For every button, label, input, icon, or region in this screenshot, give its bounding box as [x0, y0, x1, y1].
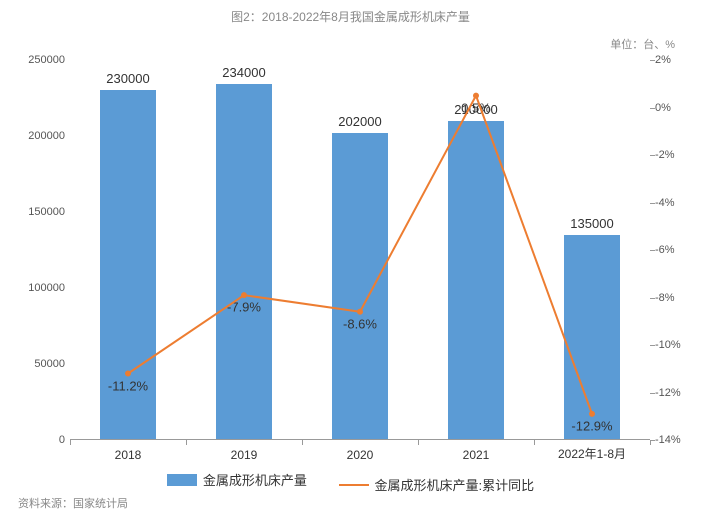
- x-category-label: 2018: [115, 448, 142, 462]
- source-note: 资料来源：国家统计局: [18, 495, 128, 511]
- line-series: [128, 96, 592, 414]
- y1-tick-label: 250000: [10, 54, 65, 66]
- x-category-label: 2021: [463, 448, 490, 462]
- y1-tick-label: 200000: [10, 130, 65, 142]
- legend-line: 金属成形机床产量:累计同比: [339, 475, 535, 494]
- y2-tick-label: -12%: [655, 387, 701, 399]
- legend-bar-swatch: [167, 474, 197, 486]
- y2-tick-label: -6%: [655, 244, 701, 256]
- legend-line-label: 金属成形机床产量:累计同比: [375, 475, 535, 494]
- y1-tick-label: 50000: [10, 358, 65, 370]
- y2-tick-label: -8%: [655, 292, 701, 304]
- x-category-label: 2019: [231, 448, 258, 462]
- y2-tick-label: -4%: [655, 197, 701, 209]
- line-marker: [357, 309, 363, 315]
- chart-plot-area: 050000100000150000200000250000-14%-12%-1…: [70, 60, 650, 440]
- y2-tick-label: -2%: [655, 149, 701, 161]
- y1-tick-label: 0: [10, 434, 65, 446]
- legend-bar: 金属成形机床产量: [167, 470, 307, 489]
- y1-tick-label: 150000: [10, 206, 65, 218]
- line-marker: [241, 292, 247, 298]
- x-category-label: 2022年1-8月: [558, 445, 626, 462]
- line-marker: [473, 93, 479, 99]
- x-axis: [70, 439, 650, 440]
- unit-label: 单位：台、%: [610, 36, 675, 52]
- y2-tick-label: -14%: [655, 434, 701, 446]
- y2-tick-label: 2%: [655, 54, 701, 66]
- legend-line-swatch: [339, 484, 369, 486]
- legend: 金属成形机床产量 金属成形机床产量:累计同比: [0, 470, 701, 494]
- x-category-label: 2020: [347, 448, 374, 462]
- y2-tick-label: -10%: [655, 339, 701, 351]
- line-marker: [589, 411, 595, 417]
- legend-bar-label: 金属成形机床产量: [203, 470, 307, 489]
- line-marker: [125, 371, 131, 377]
- y2-tick-label: 0%: [655, 102, 701, 114]
- y1-tick-label: 100000: [10, 282, 65, 294]
- chart-title: 图2：2018-2022年8月我国金属成形机床产量: [0, 0, 701, 25]
